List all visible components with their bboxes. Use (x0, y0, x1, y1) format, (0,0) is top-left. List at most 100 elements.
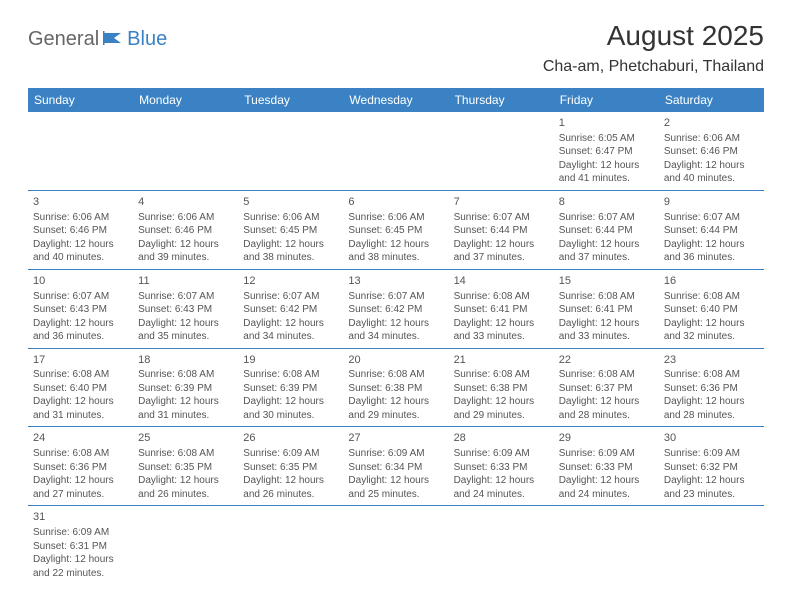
sunset-line: Sunset: 6:36 PM (33, 461, 127, 475)
sunset-line: Sunset: 6:39 PM (138, 382, 232, 396)
day-number: 4 (138, 195, 232, 210)
day-number: 6 (348, 195, 442, 210)
sunrise-line: Sunrise: 6:08 AM (559, 290, 653, 304)
sunrise-line: Sunrise: 6:07 AM (138, 290, 232, 304)
calendar-cell: 14Sunrise: 6:08 AMSunset: 6:41 PMDayligh… (449, 270, 554, 348)
sunrise-line: Sunrise: 6:08 AM (138, 368, 232, 382)
daylight-line: Daylight: 12 hours and 29 minutes. (348, 395, 442, 422)
day-number: 20 (348, 353, 442, 368)
location: Cha-am, Phetchaburi, Thailand (543, 58, 764, 76)
calendar-cell-empty (343, 506, 448, 584)
calendar-cell-empty (343, 112, 448, 190)
sunset-line: Sunset: 6:38 PM (348, 382, 442, 396)
sunrise-line: Sunrise: 6:05 AM (559, 132, 653, 146)
calendar-cell: 6Sunrise: 6:06 AMSunset: 6:45 PMDaylight… (343, 191, 448, 269)
calendar-row: 10Sunrise: 6:07 AMSunset: 6:43 PMDayligh… (28, 270, 764, 349)
day-number: 27 (348, 431, 442, 446)
sunset-line: Sunset: 6:33 PM (559, 461, 653, 475)
day-header: Monday (133, 88, 238, 112)
day-header: Friday (554, 88, 659, 112)
sunrise-line: Sunrise: 6:06 AM (243, 211, 337, 225)
calendar-cell: 5Sunrise: 6:06 AMSunset: 6:45 PMDaylight… (238, 191, 343, 269)
sunset-line: Sunset: 6:44 PM (664, 224, 758, 238)
calendar-row: 24Sunrise: 6:08 AMSunset: 6:36 PMDayligh… (28, 427, 764, 506)
calendar-cell: 11Sunrise: 6:07 AMSunset: 6:43 PMDayligh… (133, 270, 238, 348)
sunset-line: Sunset: 6:42 PM (243, 303, 337, 317)
day-number: 10 (33, 274, 127, 289)
sunrise-line: Sunrise: 6:06 AM (348, 211, 442, 225)
day-number: 9 (664, 195, 758, 210)
sunrise-line: Sunrise: 6:07 AM (454, 211, 548, 225)
daylight-line: Daylight: 12 hours and 31 minutes. (33, 395, 127, 422)
sunset-line: Sunset: 6:43 PM (138, 303, 232, 317)
day-number: 14 (454, 274, 548, 289)
day-number: 19 (243, 353, 337, 368)
daylight-line: Daylight: 12 hours and 34 minutes. (243, 317, 337, 344)
day-number: 26 (243, 431, 337, 446)
sunset-line: Sunset: 6:35 PM (243, 461, 337, 475)
sunrise-line: Sunrise: 6:09 AM (454, 447, 548, 461)
daylight-line: Daylight: 12 hours and 39 minutes. (138, 238, 232, 265)
sunrise-line: Sunrise: 6:08 AM (33, 368, 127, 382)
sunset-line: Sunset: 6:33 PM (454, 461, 548, 475)
calendar-cell-empty (238, 506, 343, 584)
daylight-line: Daylight: 12 hours and 29 minutes. (454, 395, 548, 422)
calendar: SundayMondayTuesdayWednesdayThursdayFrid… (28, 88, 764, 584)
sunrise-line: Sunrise: 6:08 AM (33, 447, 127, 461)
sunset-line: Sunset: 6:32 PM (664, 461, 758, 475)
calendar-row: 3Sunrise: 6:06 AMSunset: 6:46 PMDaylight… (28, 191, 764, 270)
sunrise-line: Sunrise: 6:09 AM (243, 447, 337, 461)
day-number: 29 (559, 431, 653, 446)
daylight-line: Daylight: 12 hours and 24 minutes. (454, 474, 548, 501)
calendar-cell: 3Sunrise: 6:06 AMSunset: 6:46 PMDaylight… (28, 191, 133, 269)
calendar-cell: 10Sunrise: 6:07 AMSunset: 6:43 PMDayligh… (28, 270, 133, 348)
calendar-cell: 31Sunrise: 6:09 AMSunset: 6:31 PMDayligh… (28, 506, 133, 584)
calendar-cell: 8Sunrise: 6:07 AMSunset: 6:44 PMDaylight… (554, 191, 659, 269)
header: General Blue August 2025 Cha-am, Phetcha… (28, 20, 764, 76)
sunset-line: Sunset: 6:46 PM (664, 145, 758, 159)
calendar-cell: 13Sunrise: 6:07 AMSunset: 6:42 PMDayligh… (343, 270, 448, 348)
calendar-cell: 24Sunrise: 6:08 AMSunset: 6:36 PMDayligh… (28, 427, 133, 505)
sunrise-line: Sunrise: 6:08 AM (664, 368, 758, 382)
calendar-cell-empty (238, 112, 343, 190)
daylight-line: Daylight: 12 hours and 26 minutes. (243, 474, 337, 501)
sunset-line: Sunset: 6:45 PM (243, 224, 337, 238)
sunrise-line: Sunrise: 6:08 AM (664, 290, 758, 304)
sunrise-line: Sunrise: 6:09 AM (33, 526, 127, 540)
sunrise-line: Sunrise: 6:08 AM (559, 368, 653, 382)
calendar-cell: 30Sunrise: 6:09 AMSunset: 6:32 PMDayligh… (659, 427, 764, 505)
day-header: Wednesday (343, 88, 448, 112)
sunset-line: Sunset: 6:38 PM (454, 382, 548, 396)
daylight-line: Daylight: 12 hours and 33 minutes. (454, 317, 548, 344)
day-number: 22 (559, 353, 653, 368)
calendar-cell-empty (449, 506, 554, 584)
sunset-line: Sunset: 6:40 PM (664, 303, 758, 317)
sunrise-line: Sunrise: 6:09 AM (559, 447, 653, 461)
sunset-line: Sunset: 6:39 PM (243, 382, 337, 396)
sunset-line: Sunset: 6:41 PM (559, 303, 653, 317)
sunrise-line: Sunrise: 6:07 AM (348, 290, 442, 304)
daylight-line: Daylight: 12 hours and 26 minutes. (138, 474, 232, 501)
sunrise-line: Sunrise: 6:08 AM (454, 290, 548, 304)
calendar-cell: 12Sunrise: 6:07 AMSunset: 6:42 PMDayligh… (238, 270, 343, 348)
daylight-line: Daylight: 12 hours and 30 minutes. (243, 395, 337, 422)
daylight-line: Daylight: 12 hours and 27 minutes. (33, 474, 127, 501)
month-title: August 2025 (543, 20, 764, 52)
calendar-cell: 7Sunrise: 6:07 AMSunset: 6:44 PMDaylight… (449, 191, 554, 269)
sunset-line: Sunset: 6:42 PM (348, 303, 442, 317)
sunset-line: Sunset: 6:46 PM (33, 224, 127, 238)
daylight-line: Daylight: 12 hours and 41 minutes. (559, 159, 653, 186)
calendar-cell: 25Sunrise: 6:08 AMSunset: 6:35 PMDayligh… (133, 427, 238, 505)
calendar-cell: 28Sunrise: 6:09 AMSunset: 6:33 PMDayligh… (449, 427, 554, 505)
sunrise-line: Sunrise: 6:06 AM (33, 211, 127, 225)
daylight-line: Daylight: 12 hours and 32 minutes. (664, 317, 758, 344)
sunset-line: Sunset: 6:41 PM (454, 303, 548, 317)
calendar-cell: 22Sunrise: 6:08 AMSunset: 6:37 PMDayligh… (554, 349, 659, 427)
daylight-line: Daylight: 12 hours and 28 minutes. (664, 395, 758, 422)
sunrise-line: Sunrise: 6:09 AM (348, 447, 442, 461)
daylight-line: Daylight: 12 hours and 28 minutes. (559, 395, 653, 422)
daylight-line: Daylight: 12 hours and 31 minutes. (138, 395, 232, 422)
daylight-line: Daylight: 12 hours and 38 minutes. (348, 238, 442, 265)
daylight-line: Daylight: 12 hours and 40 minutes. (33, 238, 127, 265)
calendar-cell-empty (133, 506, 238, 584)
